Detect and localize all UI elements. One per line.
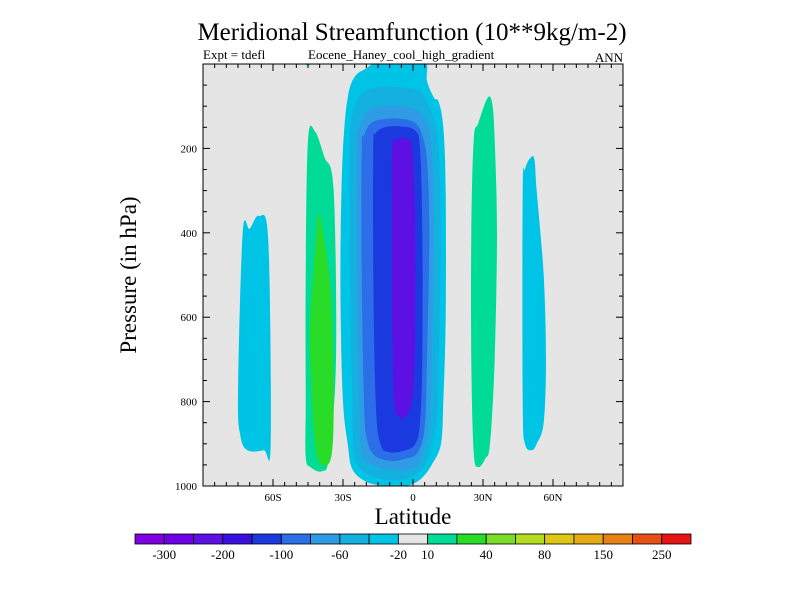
colorbar-label: 250	[652, 547, 672, 562]
y-tick-label: 600	[181, 312, 198, 324]
experiment-label: Expt = tdefl	[203, 47, 266, 62]
colorbar-label: 40	[480, 547, 493, 562]
x-axis-label: Latitude	[375, 504, 452, 529]
colorbar-box	[397, 533, 429, 545]
y-tick-label: 800	[181, 397, 198, 409]
colorbar-box	[368, 533, 399, 545]
y-tick-label: 400	[181, 228, 198, 240]
colorbar-box	[544, 533, 575, 545]
colorbar-label: 80	[538, 547, 551, 562]
colorbar-box	[222, 533, 253, 545]
colorbar-box	[193, 533, 224, 545]
contour-fills	[237, 64, 546, 486]
colorbar-label: -20	[390, 547, 407, 562]
colorbar-box	[280, 533, 311, 545]
contour-region-tropical-core	[391, 137, 416, 419]
colorbar-box	[163, 533, 194, 545]
x-tick-label: 0	[410, 492, 416, 504]
colorbar-box	[339, 533, 370, 545]
colorbar: -300 -200 -100 -60 -20 10 40 80 150 250	[134, 533, 692, 562]
x-tick-label: 60S	[264, 492, 281, 504]
contour-region-sh-polar-cell	[237, 214, 271, 461]
colorbar-box	[427, 533, 458, 545]
x-tick-label: 30N	[474, 492, 493, 504]
y-axis-label: Pressure (in hPa)	[116, 196, 141, 353]
colorbar-box	[251, 533, 282, 545]
contour-region-sh-ferrel-cell-inner	[309, 212, 334, 466]
x-tick-label: 60N	[544, 492, 563, 504]
colorbar-label: -100	[269, 547, 293, 562]
colorbar-box	[134, 533, 165, 545]
colorbar-label: -300	[152, 547, 176, 562]
colorbar-box	[632, 533, 663, 545]
case-label: Eocene_Haney_cool_high_gradient	[308, 47, 495, 62]
y-tick-label: 1000	[175, 481, 198, 493]
colorbar-label: 150	[593, 547, 613, 562]
colorbar-label: -60	[331, 547, 348, 562]
colorbar-box	[661, 533, 692, 545]
y-tick-label: 200	[181, 143, 198, 155]
colorbar-box	[485, 533, 516, 545]
axis-ticks: 60S 30S 0 30N 60N 200 400 600 800 1000	[175, 64, 623, 504]
colorbar-box	[310, 533, 341, 545]
colorbar-box	[602, 533, 633, 545]
colorbar-box	[456, 533, 487, 545]
x-tick-label: 30S	[334, 492, 351, 504]
contour-region-nh-ferrel-cell	[471, 96, 497, 468]
chart-title: Meridional Streamfunction (10**9kg/m-2)	[197, 19, 626, 46]
colorbar-label: 10	[421, 547, 434, 562]
season-label: ANN	[595, 50, 624, 65]
contour-region-nh-polar-cell	[522, 156, 546, 451]
colorbar-box	[573, 533, 604, 545]
colorbar-box	[515, 533, 546, 545]
colorbar-label: -200	[211, 547, 235, 562]
